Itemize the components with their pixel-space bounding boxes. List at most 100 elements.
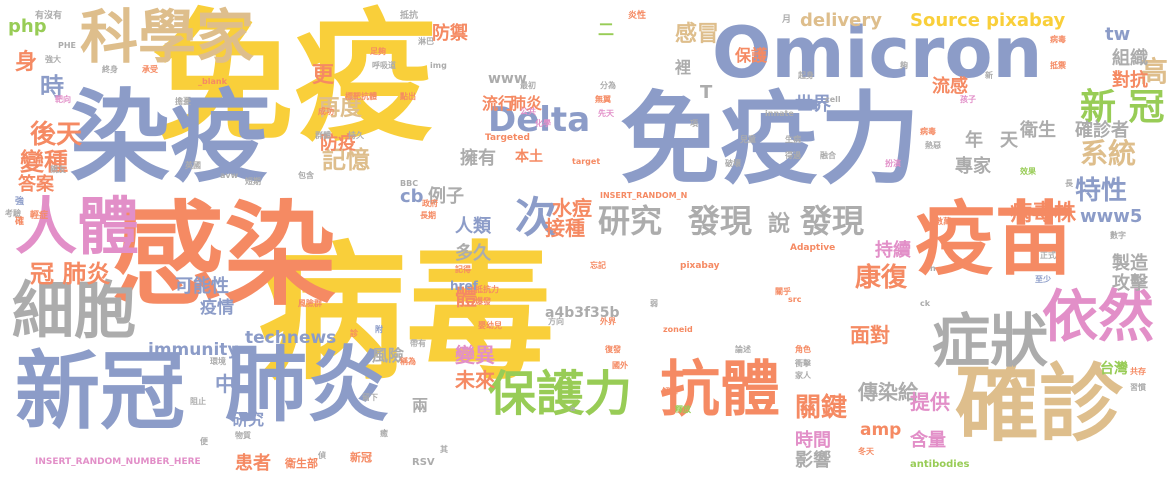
word: php [8, 16, 47, 37]
word: a4b3f35b [545, 305, 620, 321]
word: 人類 [455, 216, 491, 237]
word: delivery [800, 10, 882, 31]
word: 月 [782, 15, 792, 25]
word: 攻擊 [1112, 273, 1148, 294]
word: 細胞 [12, 274, 137, 347]
word: 夠 [900, 61, 908, 70]
word: 留下 [362, 393, 378, 402]
word: 面對 [850, 323, 890, 347]
word: BBC [400, 179, 419, 188]
word: n [930, 264, 936, 273]
word: 製造 [1112, 253, 1148, 274]
word: 新冠 [350, 451, 372, 464]
word: 先天 [598, 109, 614, 118]
word: Targeted [485, 133, 530, 143]
word: 再度 [318, 96, 363, 121]
word: 忘記 [590, 261, 606, 270]
word: 化學 [535, 119, 551, 128]
word: 後天 [30, 120, 83, 150]
word: 發現 [800, 202, 865, 240]
word: Source pixabay [910, 10, 1066, 31]
word: 水痘 [552, 196, 592, 220]
word: 抵抗力 [475, 285, 499, 294]
word: 發現 [688, 202, 753, 240]
word: 說 [768, 212, 791, 237]
word: 感冒 [675, 22, 720, 47]
word: www5 [1080, 206, 1143, 227]
word: 融合 [820, 151, 836, 160]
word: antibodies [910, 459, 970, 470]
word: 靶向 [55, 95, 71, 104]
word: 關乎 [775, 287, 791, 296]
word: 方向 [548, 317, 564, 326]
word: 其 [440, 445, 448, 454]
word: 台灣 [1100, 361, 1128, 377]
word: 感染 [112, 191, 336, 321]
word: 數字 [1110, 231, 1126, 240]
word: 病毒 [258, 228, 554, 400]
word: cell [825, 95, 841, 104]
word: 關鍵 [795, 393, 848, 423]
word: 提供 [910, 390, 950, 414]
word: 特性 [1075, 176, 1128, 206]
word: 點出 [400, 92, 416, 101]
word: 組織 [1112, 48, 1148, 69]
word: 便 [200, 437, 208, 446]
word: 抵禦 [1050, 61, 1066, 70]
word: immunity [148, 340, 239, 360]
word: 專家 [955, 156, 991, 177]
word: 確 [15, 217, 25, 227]
word: 外界 [600, 317, 616, 326]
word: 防禦 [432, 23, 468, 44]
word: 防疫 [320, 133, 356, 154]
word: 項 [690, 119, 698, 128]
word: 次 [515, 193, 558, 242]
word: 孩子 [960, 95, 976, 104]
word: 肺炎 [225, 338, 390, 433]
word: 對抗 [1112, 70, 1148, 91]
word: 流行 [482, 94, 515, 113]
word: 附 [375, 325, 383, 334]
word: PHE [58, 41, 77, 50]
word: avw [220, 171, 239, 180]
word: 患者 [235, 453, 271, 474]
word: 兒童 [740, 135, 756, 144]
word: 確診者 [1075, 120, 1129, 141]
word: 確診 [955, 355, 1124, 453]
word: 淋巴 [418, 37, 434, 46]
word: 起身 [798, 71, 814, 80]
word: INSERT_RANDOM_NUMBER_HERE [35, 457, 201, 467]
word: 成功 [318, 107, 334, 116]
word: 帶有 [410, 339, 426, 348]
word: 足夠 [370, 47, 386, 56]
word: 影響 [795, 450, 831, 471]
word: 新 [985, 71, 993, 80]
word: 研究 [598, 202, 663, 240]
word: 中 [215, 372, 235, 396]
word: 持續 [875, 240, 911, 261]
word: 長期 [420, 211, 436, 220]
word: innate [765, 109, 794, 118]
word: 熱惡 [925, 141, 941, 150]
word: 系統 [1080, 137, 1137, 170]
word: 無翼 [595, 95, 611, 104]
word: 有沒有 [35, 11, 63, 21]
word: 病毒株 [1010, 201, 1077, 226]
word: 物質 [235, 431, 251, 440]
word: 冬天 [858, 447, 874, 456]
word: 偵 [318, 451, 326, 460]
word: 抵抗 [400, 11, 419, 21]
word: 衛生 [1020, 120, 1056, 141]
word: 時間 [795, 430, 831, 451]
word: 風險群 [298, 299, 322, 308]
word: ck [920, 299, 931, 308]
word: 短期 [245, 177, 261, 186]
word: Omicron [712, 12, 1043, 94]
word: 接種 [545, 216, 585, 240]
word: 至少 [1035, 275, 1051, 284]
word: 稱為 [400, 357, 416, 366]
word: 世界 [795, 94, 831, 115]
word: 正式 [1040, 251, 1056, 260]
word: 擔憂 [175, 97, 191, 106]
word: 家人 [795, 371, 811, 380]
